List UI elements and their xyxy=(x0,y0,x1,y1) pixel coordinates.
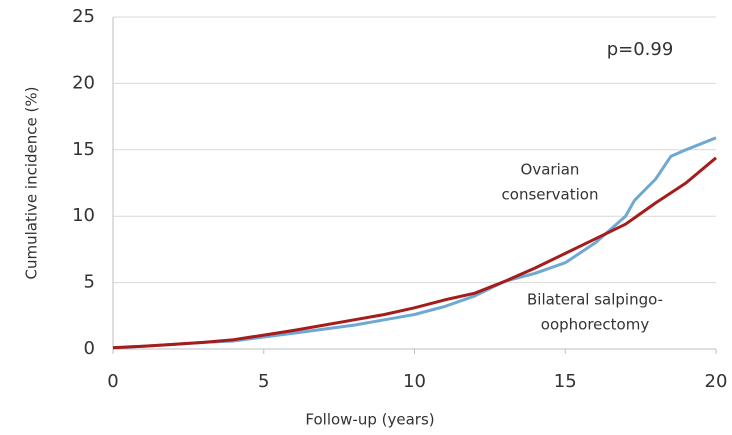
annotation: Bilateral salpingo- xyxy=(527,291,663,309)
y-axis-label: Cumulative incidence (%) xyxy=(23,87,41,280)
y-tick-label: 20 xyxy=(72,72,95,93)
x-tick-label: 15 xyxy=(554,371,577,392)
x-tick-label: 20 xyxy=(705,371,728,392)
x-axis-label: Follow-up (years) xyxy=(305,411,434,429)
annotation: Ovarian xyxy=(521,161,580,179)
annotation: conservation xyxy=(502,186,599,204)
y-tick-label: 5 xyxy=(84,272,95,293)
y-tick-label: 25 xyxy=(72,6,95,27)
y-tick-label: 15 xyxy=(72,139,95,160)
x-tick-label: 10 xyxy=(403,371,426,392)
y-tick-label: 10 xyxy=(72,205,95,226)
x-tick-label: 0 xyxy=(107,371,118,392)
annotation: oophorectomy xyxy=(541,316,650,334)
annotation: p=0.99 xyxy=(607,39,674,60)
x-tick-label: 5 xyxy=(258,371,269,392)
y-tick-label: 0 xyxy=(84,338,95,359)
series-line xyxy=(112,156,717,350)
